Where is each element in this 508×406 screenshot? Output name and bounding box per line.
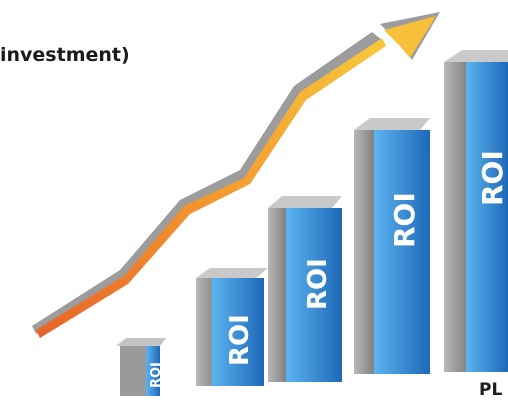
bar-5-label: ROI — [476, 150, 508, 206]
roi-bar-3 — [268, 196, 342, 382]
bar-1-label: ROI — [149, 362, 164, 388]
footer-text: PL — [479, 380, 503, 400]
bar-3-label: ROI — [303, 258, 333, 310]
bar-4-label: ROI — [388, 192, 421, 248]
roi-bar-1 — [116, 338, 166, 396]
growth-arrow-icon — [32, 12, 440, 338]
roi-bar-5 — [444, 50, 508, 372]
roi-bar-4 — [354, 118, 430, 374]
roi-bar-2 — [196, 268, 268, 386]
caption-text: investment) — [0, 44, 130, 66]
bar-2-label: ROI — [225, 314, 255, 366]
